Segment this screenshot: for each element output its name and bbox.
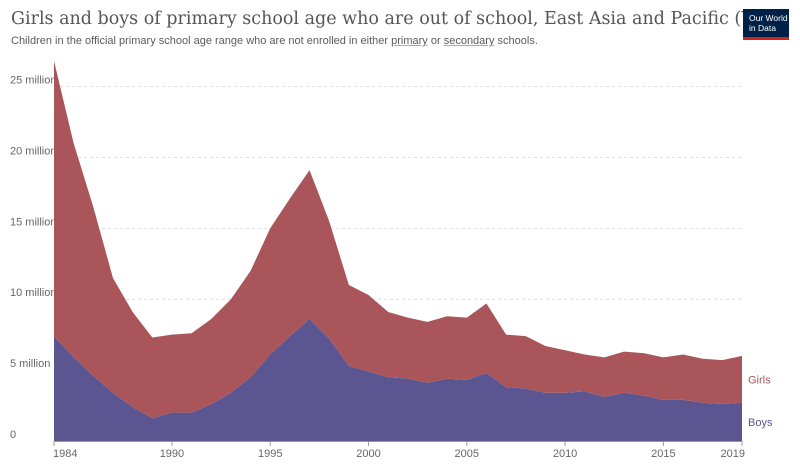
x-tick-label: 1984 bbox=[53, 448, 77, 460]
y-tick-label: 0 bbox=[10, 429, 16, 441]
series-label-boys: Boys bbox=[748, 417, 773, 429]
secondary-link[interactable]: secondary bbox=[443, 35, 495, 47]
logo-line-2: in Data bbox=[749, 23, 776, 33]
y-tick-label: 10 million bbox=[10, 287, 56, 299]
x-tick-label: 2000 bbox=[356, 448, 380, 460]
logo-line-1: Our World bbox=[749, 13, 788, 23]
x-tick-label: 2005 bbox=[455, 448, 479, 460]
x-tick-label: 2019 bbox=[721, 448, 745, 460]
y-tick-label: 20 million bbox=[10, 145, 56, 157]
chart-subtitle: Children in the official primary school … bbox=[11, 35, 538, 47]
subtitle-suffix: schools. bbox=[494, 35, 538, 47]
y-tick-label: 25 million bbox=[10, 75, 56, 87]
y-tick-label: 15 million bbox=[10, 216, 56, 228]
y-tick-label: 5 million bbox=[10, 358, 50, 370]
subtitle-mid: or bbox=[427, 35, 444, 47]
x-tick-label: 2010 bbox=[553, 448, 577, 460]
x-tick-label: 1995 bbox=[258, 448, 282, 460]
series-label-girls: Girls bbox=[748, 374, 771, 386]
area-series-boys bbox=[54, 319, 742, 441]
area-series-girls bbox=[54, 61, 742, 419]
chart-title: Girls and boys of primary school age who… bbox=[11, 9, 779, 29]
primary-link[interactable]: primary bbox=[391, 35, 428, 47]
x-tick-label: 1990 bbox=[160, 448, 184, 460]
subtitle-prefix: Children in the official primary school … bbox=[11, 35, 392, 47]
owid-logo[interactable]: Our World in Data bbox=[743, 9, 789, 37]
logo-accent-bar bbox=[743, 37, 789, 40]
x-tick-label: 2015 bbox=[651, 448, 675, 460]
